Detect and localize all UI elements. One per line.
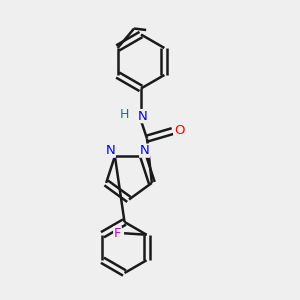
Text: N: N <box>140 144 149 157</box>
Text: N: N <box>138 110 147 123</box>
Text: F: F <box>114 227 121 240</box>
Text: N: N <box>106 144 115 157</box>
Text: H: H <box>120 108 129 121</box>
Text: O: O <box>174 124 184 137</box>
